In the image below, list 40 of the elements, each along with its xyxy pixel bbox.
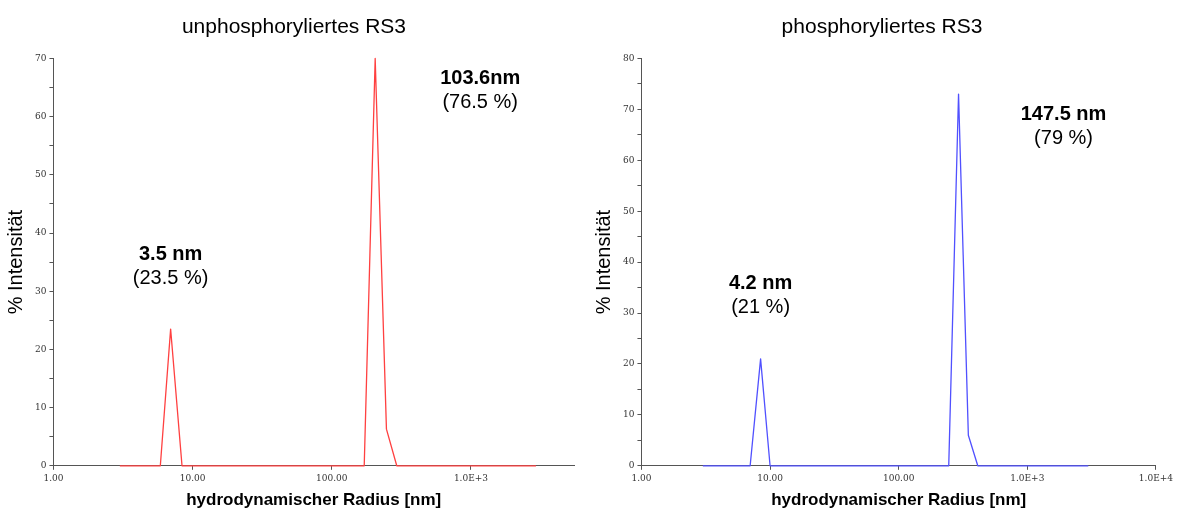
x-tick-label: 10.00 (179, 472, 206, 483)
chart-title: phosphoryliertes RS3 (780, 14, 984, 38)
y-tick-label: 10 (623, 409, 635, 420)
y-tick-label: 80 (623, 52, 635, 63)
y-tick-label: 70 (35, 52, 47, 63)
y-tick-label: 0 (40, 460, 47, 471)
annotation: 4.2 nm (728, 271, 793, 294)
annotation: 3.5 nm (138, 241, 203, 264)
y-tick-label: 20 (623, 358, 635, 369)
x-tick-label: 100.00 (316, 472, 348, 483)
y-tick-label: 20 (35, 343, 47, 354)
y-tick-label: 60 (35, 110, 47, 121)
annotation: (23.5 %) (132, 265, 209, 288)
x-tick-label: 1.0E+4 (1138, 472, 1174, 483)
y-axis-title: % Intensität (3, 209, 26, 315)
x-tick-label: 10.00 (757, 472, 784, 483)
x-tick-label: 1.0E+3 (1010, 472, 1045, 483)
x-axis-title: hydrodynamischer Radius [nm] (771, 490, 1027, 510)
y-tick-label: 30 (623, 307, 635, 318)
y-axis-title: % Intensität (591, 209, 614, 315)
y-tick-label: 50 (623, 205, 635, 216)
y-tick-label: 40 (623, 256, 635, 267)
annotation: (79 %) (1034, 125, 1093, 148)
annotation: 103.6nm (440, 65, 521, 88)
y-tick-label: 70 (623, 103, 635, 114)
y-tick-label: 60 (623, 154, 635, 165)
annotation: 147.5 nm (1020, 101, 1107, 124)
y-tick-label: 50 (35, 169, 47, 180)
x-axis-title: hydrodynamischer Radius [nm] (186, 490, 442, 510)
y-tick-label: 30 (35, 285, 47, 296)
chart-title: unphosphoryliertes RS3 (180, 14, 408, 38)
x-tick-label: 100.00 (882, 472, 915, 483)
y-tick-label: 40 (35, 227, 47, 238)
x-tick-label: 1.00 (43, 472, 64, 483)
x-tick-label: 1.00 (631, 472, 652, 483)
y-tick-label: 0 (628, 460, 635, 471)
y-tick-label: 10 (35, 401, 47, 412)
annotation: (21 %) (731, 295, 791, 318)
x-tick-label: 1.0E+3 (453, 472, 489, 483)
annotation: (76.5 %) (442, 89, 518, 112)
